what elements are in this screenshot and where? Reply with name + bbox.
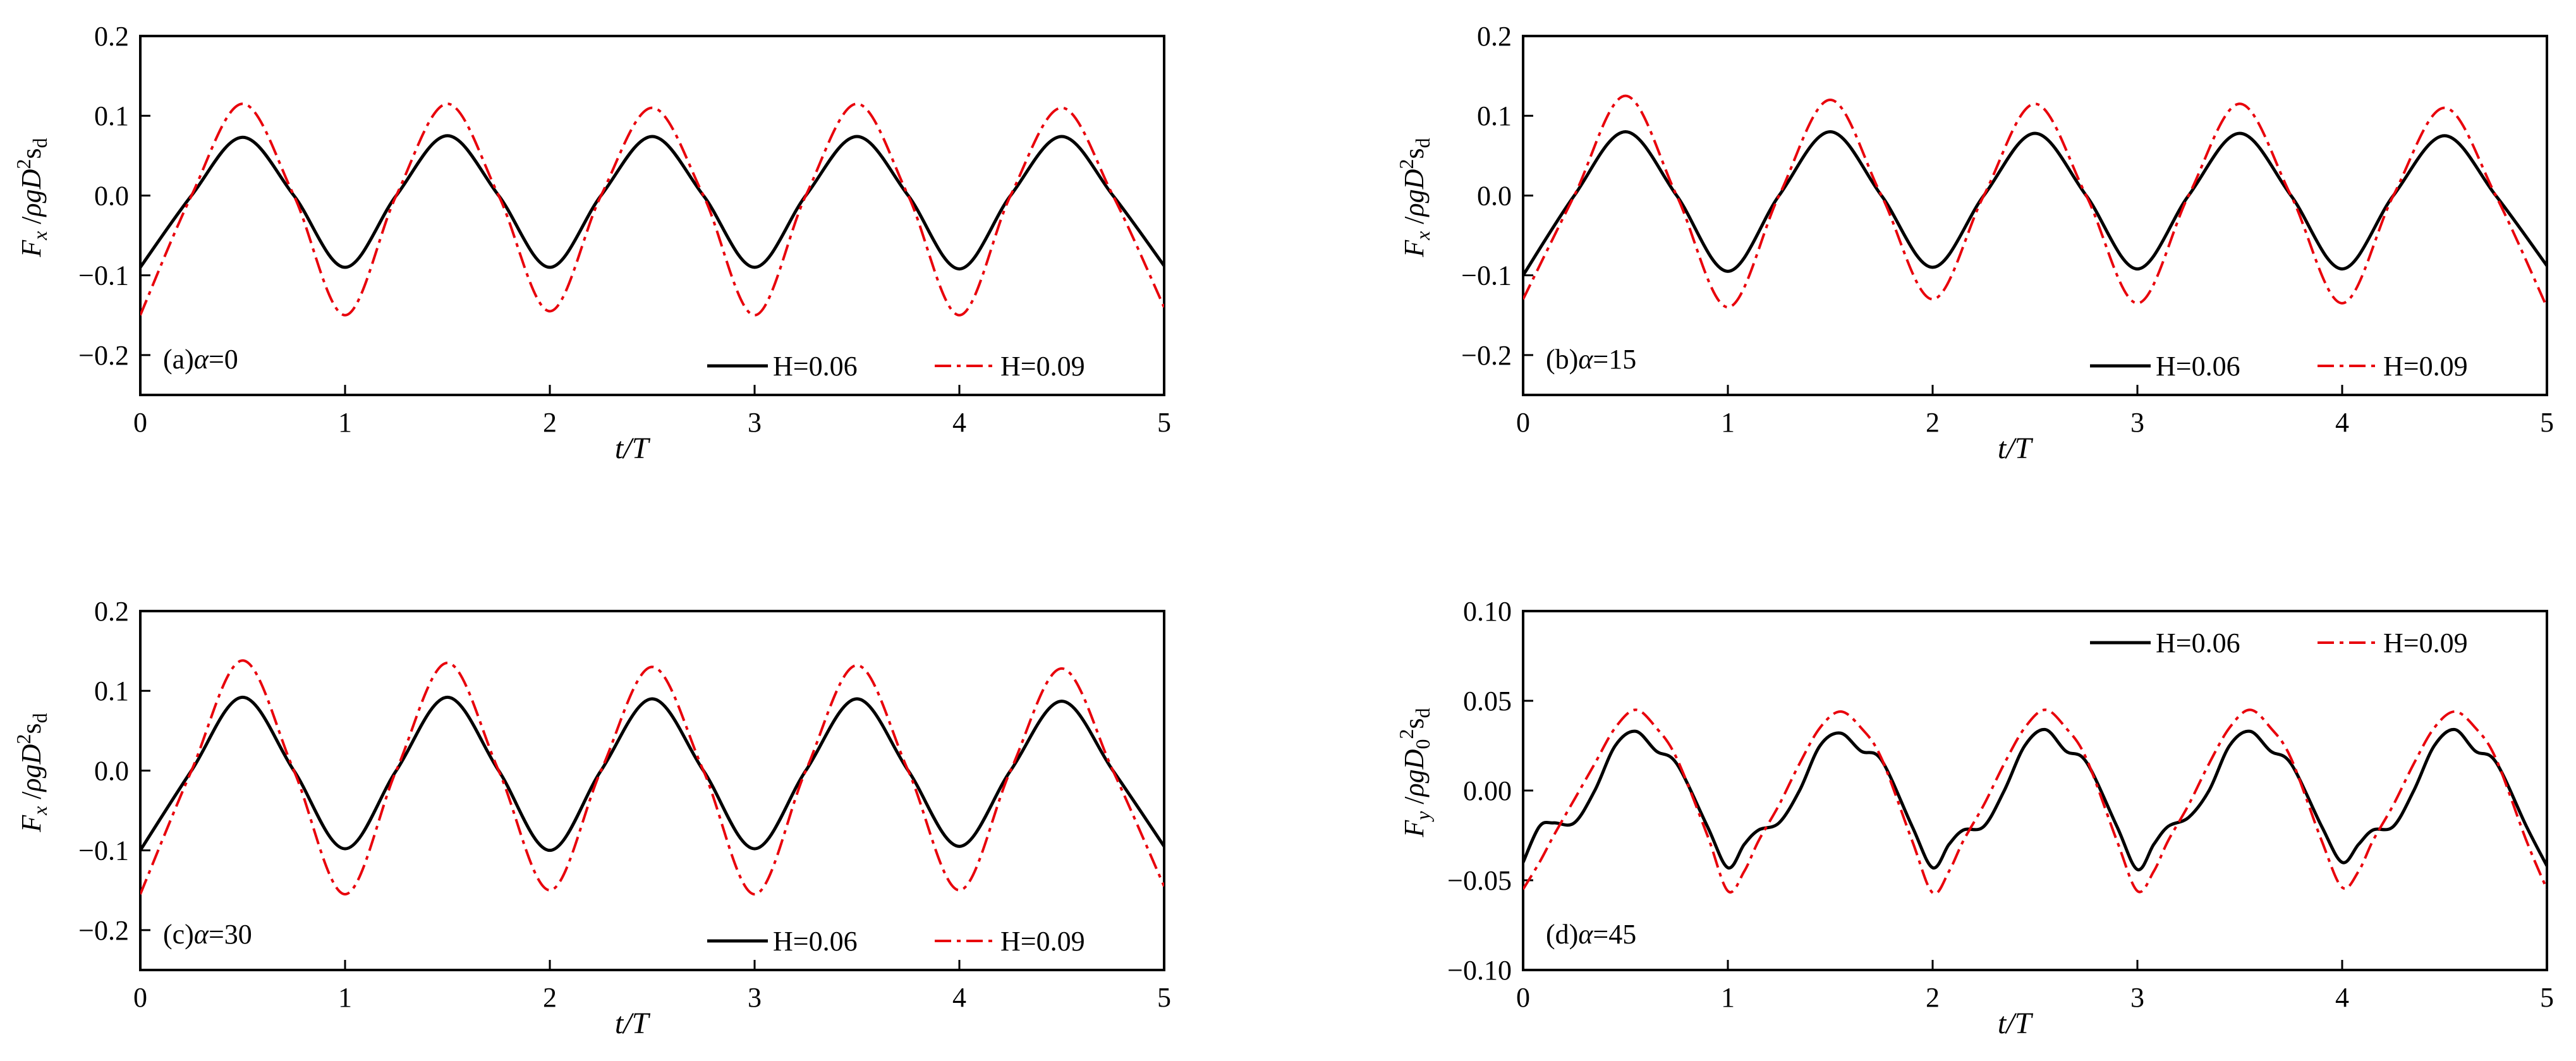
y-tick-label: −0.1	[1461, 260, 1512, 291]
y-tick-label: 0.00	[1463, 775, 1512, 806]
x-tick-label: 1	[1721, 982, 1735, 1013]
x-tick-label: 2	[1926, 982, 1940, 1013]
series-line-h006	[1523, 727, 2547, 871]
legend: H=0.06 H=0.09	[707, 351, 1085, 382]
y-tick-label: −0.1	[78, 260, 129, 291]
series-group	[1523, 708, 2547, 895]
legend: H=0.06 H=0.09	[2090, 351, 2468, 382]
series-line-h006	[140, 134, 1164, 271]
series-group	[140, 102, 1164, 317]
legend-entry: H=0.09	[2383, 351, 2468, 382]
y-tick-label: 0.0	[1477, 180, 1512, 211]
chart-panel-4: 0 1 2 3 4 5 −0.10 −0.05 0.00 0.05 0.10 t/T Fy /ρgD02…	[1395, 596, 2554, 1040]
y-axis-label: Fy /ρgD02sd	[1395, 708, 1434, 837]
legend-entry: H=0.06	[2156, 628, 2240, 658]
x-tick-label: 5	[1157, 982, 1171, 1013]
plot-frame	[1522, 610, 2548, 971]
series-line-h006	[1523, 130, 2547, 277]
x-tick-label: 5	[2540, 407, 2554, 438]
series-line-h009	[140, 102, 1164, 317]
y-tick-label: 0.1	[1477, 100, 1512, 131]
x-tick-label: 4	[952, 982, 966, 1013]
series-line-h009	[1523, 708, 2547, 895]
y-tick-label: −0.05	[1447, 865, 1512, 896]
legend: H=0.06 H=0.09	[707, 926, 1085, 957]
y-tick-label: −0.2	[78, 340, 129, 371]
panel-label: (c)α=30	[163, 919, 252, 950]
x-tick-label: 4	[952, 407, 966, 438]
x-axis-label: t/T	[1998, 1007, 2034, 1040]
x-tick-label: 5	[2540, 982, 2554, 1013]
panel-label: (d)α=45	[1546, 919, 1636, 950]
y-axis-label: Fx /ρgD2sd	[1395, 138, 1434, 257]
chart-panel-1: 0 1 2 3 4 5 −0.2 −0.1 0.0 0.1 0.2 t/T Fx /ρgD2sd (a)α…	[12, 21, 1171, 465]
y-tick-label: 0.2	[94, 21, 129, 52]
chart-panel-2: 0 1 2 3 4 5 −0.2 −0.1 0.0 0.1 0.2 t/T Fx /ρgD2sd (b)α…	[1395, 21, 2554, 465]
x-tick-label: 2	[1926, 407, 1940, 438]
legend: H=0.06 H=0.09	[2090, 628, 2468, 658]
y-tick-label: −0.1	[78, 835, 129, 866]
x-tick-label: 2	[543, 407, 557, 438]
series-group	[1523, 94, 2547, 309]
x-tick-label: 4	[2335, 982, 2349, 1013]
y-tick-label: 0.0	[94, 755, 129, 786]
x-tick-label: 0	[1516, 407, 1530, 438]
x-tick-label: 3	[2130, 982, 2144, 1013]
y-tick-label: 0.1	[94, 676, 129, 706]
y-tick-label: 0.10	[1463, 596, 1512, 627]
x-tick-label: 3	[2130, 407, 2144, 438]
x-tick-label: 2	[543, 982, 557, 1013]
y-tick-label: −0.2	[78, 915, 129, 946]
panel-label: (b)α=15	[1546, 344, 1636, 375]
y-tick-label: 0.05	[1463, 686, 1512, 717]
legend-entry: H=0.06	[2156, 351, 2240, 382]
panel-label: (a)α=0	[163, 344, 238, 375]
x-tick-label: 1	[1721, 407, 1735, 438]
legend-entry: H=0.09	[2383, 628, 2468, 658]
legend-entry: H=0.06	[773, 351, 858, 382]
y-tick-label: 0.2	[1477, 21, 1512, 52]
legend-entry: H=0.09	[1000, 926, 1085, 957]
chart-panel-3: 0 1 2 3 4 5 −0.2 −0.1 0.0 0.1 0.2 t/T Fx /ρgD2sd (c)α…	[12, 596, 1171, 1040]
series-group	[140, 659, 1164, 896]
y-axis-label: Fx /ρgD2sd	[12, 713, 51, 832]
series-line-h009	[140, 659, 1164, 896]
x-tick-label: 0	[133, 407, 147, 438]
x-tick-label: 0	[133, 982, 147, 1013]
series-line-h009	[1523, 94, 2547, 309]
plot-frame	[139, 610, 1165, 971]
plot-frame	[139, 35, 1165, 396]
y-tick-label: 0.0	[94, 180, 129, 211]
x-tick-label: 4	[2335, 407, 2349, 438]
x-axis-label: t/T	[615, 432, 651, 465]
y-tick-label: 0.2	[94, 596, 129, 627]
y-axis-label: Fx /ρgD2sd	[12, 138, 51, 257]
y-tick-label: 0.1	[94, 100, 129, 131]
y-tick-label: −0.10	[1447, 955, 1512, 986]
x-axis-label: t/T	[615, 1007, 651, 1040]
x-tick-label: 0	[1516, 982, 1530, 1013]
x-tick-label: 1	[338, 982, 352, 1013]
x-tick-label: 3	[748, 982, 762, 1013]
x-tick-label: 5	[1157, 407, 1171, 438]
y-tick-label: −0.2	[1461, 340, 1512, 371]
plot-frame	[1522, 35, 2548, 396]
series-line-h006	[140, 695, 1164, 852]
x-tick-label: 1	[338, 407, 352, 438]
legend-entry: H=0.09	[1000, 351, 1085, 382]
x-axis-label: t/T	[1998, 432, 2034, 465]
legend-entry: H=0.06	[773, 926, 858, 957]
x-tick-label: 3	[748, 407, 762, 438]
